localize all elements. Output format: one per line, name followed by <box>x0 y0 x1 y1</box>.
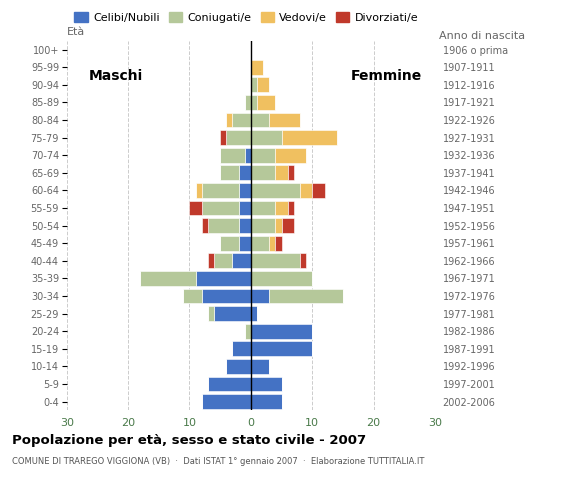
Bar <box>251 324 312 339</box>
Bar <box>220 130 226 145</box>
Bar <box>251 130 281 145</box>
Bar <box>251 376 281 392</box>
Bar <box>251 112 269 128</box>
Bar <box>220 148 245 163</box>
Text: Anno di nascita: Anno di nascita <box>438 31 525 41</box>
Bar <box>281 218 294 233</box>
Bar <box>245 324 251 339</box>
Bar <box>195 271 251 286</box>
Bar <box>276 218 281 233</box>
Bar <box>251 306 257 321</box>
Bar <box>281 130 337 145</box>
Bar <box>251 341 312 356</box>
Bar <box>214 306 251 321</box>
Bar <box>220 165 238 180</box>
Bar <box>233 341 251 356</box>
Bar <box>269 236 276 251</box>
Bar <box>251 253 300 268</box>
Bar <box>251 236 269 251</box>
Bar <box>202 218 208 233</box>
Bar <box>208 376 251 392</box>
Bar <box>257 95 276 110</box>
Bar <box>251 394 281 409</box>
Text: Età: Età <box>67 27 85 37</box>
Bar <box>251 183 300 198</box>
Bar <box>300 253 306 268</box>
Bar <box>288 201 294 216</box>
Bar <box>202 394 251 409</box>
Bar <box>202 288 251 303</box>
Bar <box>226 130 251 145</box>
Bar <box>251 165 276 180</box>
Bar <box>269 288 343 303</box>
Bar <box>140 271 195 286</box>
Bar <box>238 165 251 180</box>
Bar <box>226 359 251 374</box>
Bar <box>312 183 325 198</box>
Bar <box>233 253 251 268</box>
Bar <box>251 359 269 374</box>
Bar <box>202 201 238 216</box>
Bar <box>251 77 257 92</box>
Bar <box>183 288 202 303</box>
Text: Popolazione per età, sesso e stato civile - 2007: Popolazione per età, sesso e stato civil… <box>12 434 366 447</box>
Bar <box>276 148 306 163</box>
Bar <box>238 236 251 251</box>
Bar <box>251 218 276 233</box>
Bar <box>238 183 251 198</box>
Bar <box>300 183 312 198</box>
Bar <box>220 236 238 251</box>
Bar <box>251 201 276 216</box>
Bar <box>251 148 276 163</box>
Legend: Celibi/Nubili, Coniugati/e, Vedovi/e, Divorziati/e: Celibi/Nubili, Coniugati/e, Vedovi/e, Di… <box>70 8 423 27</box>
Bar <box>208 218 238 233</box>
Bar <box>202 183 238 198</box>
Bar <box>238 218 251 233</box>
Bar <box>251 288 269 303</box>
Bar <box>276 201 288 216</box>
Bar <box>288 165 294 180</box>
Text: Maschi: Maschi <box>89 69 143 83</box>
Text: COMUNE DI TRAREGO VIGGIONA (VB)  ·  Dati ISTAT 1° gennaio 2007  ·  Elaborazione : COMUNE DI TRAREGO VIGGIONA (VB) · Dati I… <box>12 457 424 466</box>
Bar <box>276 236 281 251</box>
Bar <box>251 60 263 75</box>
Bar <box>214 253 233 268</box>
Bar <box>195 183 202 198</box>
Bar <box>208 253 214 268</box>
Bar <box>251 95 257 110</box>
Bar <box>226 112 233 128</box>
Text: Femmine: Femmine <box>350 69 422 83</box>
Bar <box>190 201 202 216</box>
Bar <box>238 201 251 216</box>
Bar <box>269 112 300 128</box>
Bar <box>208 306 214 321</box>
Bar <box>245 95 251 110</box>
Bar <box>276 165 288 180</box>
Bar <box>257 77 269 92</box>
Bar <box>251 271 312 286</box>
Bar <box>245 148 251 163</box>
Bar <box>233 112 251 128</box>
